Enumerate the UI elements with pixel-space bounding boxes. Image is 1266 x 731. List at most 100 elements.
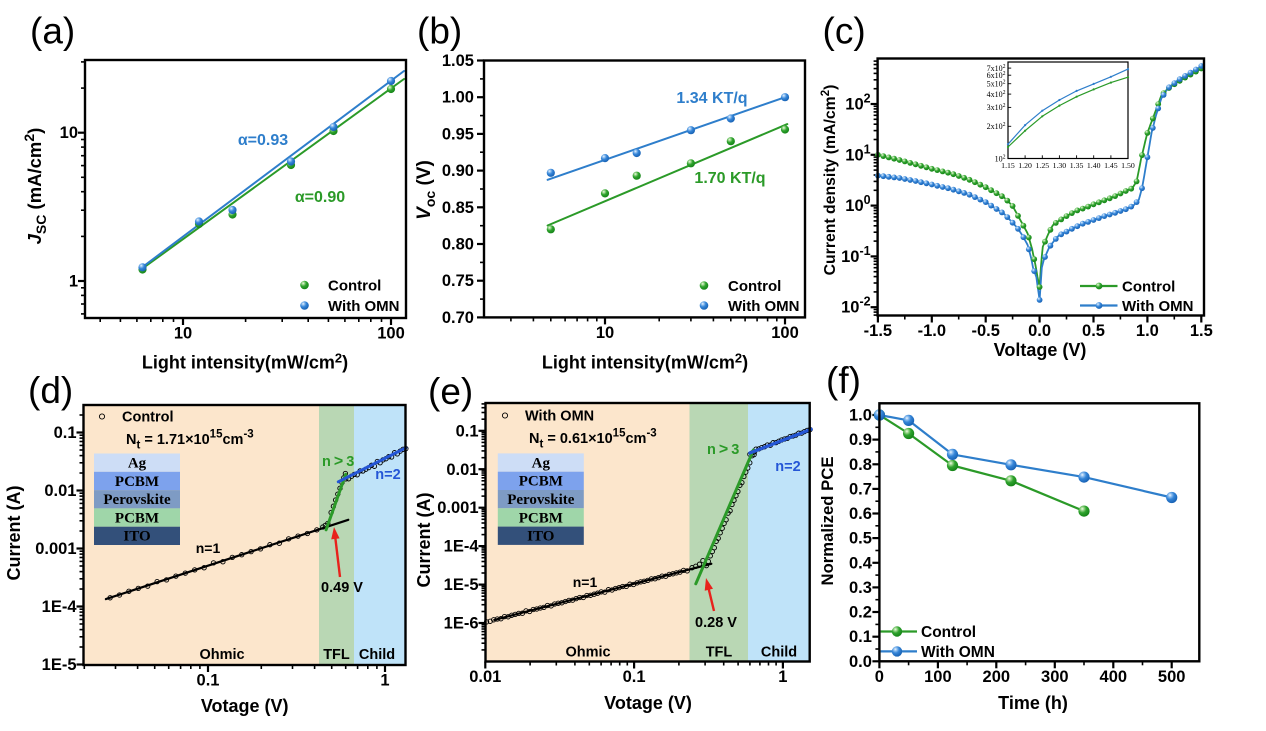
svg-text:(a): (a): [30, 11, 75, 52]
svg-text:Ag: Ag: [532, 455, 551, 471]
svg-text:100: 100: [377, 325, 405, 343]
svg-text:1.05: 1.05: [442, 52, 474, 70]
svg-text:Votage (V): Votage (V): [604, 693, 692, 713]
svg-text:-1.0: -1.0: [918, 322, 946, 340]
svg-text:1.0: 1.0: [1136, 322, 1159, 340]
svg-text:1.5: 1.5: [1190, 322, 1213, 340]
svg-text:(b): (b): [417, 11, 462, 52]
svg-text:1: 1: [778, 668, 787, 686]
svg-text:0.5: 0.5: [1082, 322, 1105, 340]
svg-text:0.1: 0.1: [456, 422, 479, 440]
svg-text:Control: Control: [1122, 279, 1175, 296]
svg-text:1.45: 1.45: [1104, 161, 1118, 170]
svg-text:With OMN: With OMN: [921, 644, 995, 661]
svg-text:0.4: 0.4: [849, 554, 873, 572]
svg-text:10: 10: [596, 324, 614, 342]
svg-text:1E-5: 1E-5: [42, 656, 77, 674]
svg-text:0.0: 0.0: [849, 653, 872, 671]
svg-text:0.01: 0.01: [446, 461, 478, 479]
svg-text:0.5: 0.5: [849, 530, 872, 548]
svg-text:With OMN: With OMN: [525, 409, 594, 425]
svg-text:1.20: 1.20: [1018, 161, 1032, 170]
svg-text:1.00: 1.00: [442, 89, 474, 107]
svg-text:100: 100: [771, 324, 799, 342]
svg-text:0.75: 0.75: [442, 272, 474, 290]
svg-text:With OMN: With OMN: [1122, 298, 1194, 315]
svg-text:1.25: 1.25: [1035, 161, 1049, 170]
svg-text:Normalized PCE: Normalized PCE: [818, 457, 837, 586]
svg-text:500: 500: [1158, 668, 1186, 686]
svg-text:1.34 KT/q: 1.34 KT/q: [676, 90, 747, 107]
svg-text:0.7: 0.7: [849, 480, 872, 498]
svg-text:2x102: 2x102: [987, 122, 1006, 131]
svg-text:5x102: 5x102: [987, 80, 1006, 89]
svg-text:0.1: 0.1: [197, 672, 220, 690]
svg-text:Current (A): Current (A): [4, 486, 24, 581]
svg-text:1.40: 1.40: [1087, 161, 1101, 170]
svg-text:-1.5: -1.5: [864, 322, 892, 340]
svg-text:PCBM: PCBM: [519, 474, 563, 490]
svg-text:0.90: 0.90: [442, 162, 474, 180]
svg-text:3x102: 3x102: [987, 103, 1006, 112]
svg-text:1.0: 1.0: [849, 407, 872, 425]
svg-text:Perovskite: Perovskite: [507, 492, 575, 508]
svg-text:6x102: 6x102: [987, 71, 1006, 80]
svg-text:0.1: 0.1: [849, 628, 872, 646]
svg-text:0.01: 0.01: [44, 482, 76, 500]
svg-text:With OMN: With OMN: [728, 298, 800, 315]
svg-text:TFL: TFL: [706, 645, 733, 661]
svg-text:0.001: 0.001: [35, 540, 76, 558]
svg-text:n>3: n >3: [707, 441, 739, 458]
svg-text:1: 1: [380, 672, 389, 690]
svg-text:(c): (c): [823, 11, 866, 52]
svg-text:0: 0: [875, 668, 884, 686]
svg-text:400: 400: [1100, 668, 1128, 686]
svg-text:0.70: 0.70: [442, 309, 474, 327]
svg-text:0.28 V: 0.28 V: [695, 615, 737, 631]
svg-text:-0.5: -0.5: [971, 322, 999, 340]
svg-text:PCBM: PCBM: [115, 510, 159, 526]
svg-text:0.3: 0.3: [849, 579, 872, 597]
svg-text:n=1: n=1: [573, 574, 598, 590]
svg-text:Time (h): Time (h): [998, 693, 1068, 713]
svg-text:0.001: 0.001: [437, 499, 478, 517]
svg-text:Perovskite: Perovskite: [103, 492, 171, 508]
svg-text:100: 100: [924, 668, 952, 686]
svg-text:Light intensity(mW/cm2): Light intensity(mW/cm2): [542, 351, 748, 373]
svg-text:10: 10: [60, 124, 78, 142]
svg-text:1.30: 1.30: [1053, 161, 1067, 170]
svg-text:Voltage (V): Voltage (V): [994, 340, 1087, 360]
svg-text:PCBM: PCBM: [519, 510, 563, 526]
svg-text:α=0.93: α=0.93: [238, 132, 288, 149]
svg-text:Nt = 0.61×1015cm-3: Nt = 0.61×1015cm-3: [529, 428, 657, 451]
svg-text:TFL: TFL: [323, 647, 350, 663]
svg-text:7x102: 7x102: [987, 64, 1006, 73]
svg-text:n=1: n=1: [196, 540, 221, 556]
svg-text:Control: Control: [122, 410, 174, 426]
svg-text:α=0.90: α=0.90: [295, 189, 345, 206]
svg-text:1E-6: 1E-6: [444, 615, 479, 633]
svg-text:n=2: n=2: [375, 467, 400, 483]
svg-text:Votage (V): Votage (V): [201, 696, 289, 716]
svg-text:Light intensity(mW/cm2): Light intensity(mW/cm2): [142, 351, 348, 373]
svg-text:1E-4: 1E-4: [42, 598, 78, 616]
svg-text:102: 102: [995, 154, 1006, 163]
svg-text:1.35: 1.35: [1070, 161, 1084, 170]
svg-text:1E-4: 1E-4: [444, 538, 480, 556]
svg-text:1E-5: 1E-5: [444, 576, 479, 594]
svg-text:0.9: 0.9: [849, 431, 872, 449]
svg-text:0.8: 0.8: [849, 456, 872, 474]
svg-text:Child: Child: [359, 647, 395, 663]
svg-text:300: 300: [1041, 668, 1069, 686]
svg-text:0.80: 0.80: [442, 236, 474, 254]
svg-text:n=2: n=2: [775, 459, 800, 475]
svg-text:Ag: Ag: [128, 456, 147, 472]
svg-text:Current density (mA/cm2): Current density (mA/cm2): [820, 85, 839, 276]
svg-text:Ohmic: Ohmic: [199, 647, 244, 663]
svg-text:0.85: 0.85: [442, 199, 474, 217]
svg-text:1.15: 1.15: [1001, 161, 1015, 170]
svg-text:Child: Child: [761, 645, 797, 661]
svg-text:ITO: ITO: [123, 529, 150, 545]
svg-text:With OMN: With OMN: [328, 298, 400, 315]
svg-text:Current (A): Current (A): [414, 493, 434, 588]
